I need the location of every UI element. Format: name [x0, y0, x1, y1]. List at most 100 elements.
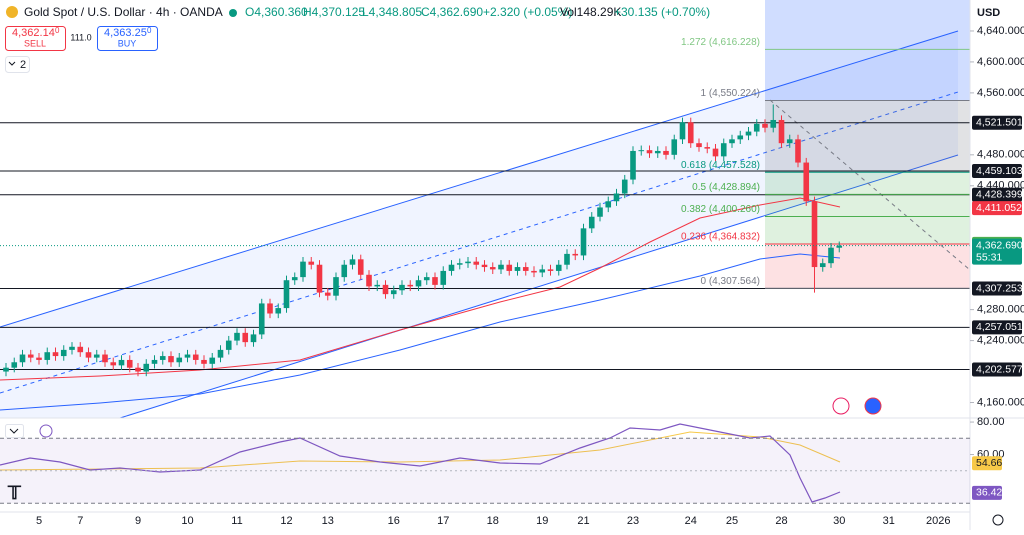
candle-body: [687, 122, 694, 144]
rsi-value-label: 54.66: [976, 457, 1002, 469]
indicator-icon[interactable]: [39, 424, 53, 438]
candle-body: [176, 357, 183, 363]
candle-body: [242, 332, 249, 343]
candle-body: [168, 356, 174, 363]
spread: 111.0: [70, 32, 91, 42]
candle-body: [52, 352, 59, 357]
candle-body: [580, 228, 587, 256]
settings-icon[interactable]: [992, 514, 1004, 526]
candle-body: [638, 150, 645, 152]
logo: 𝕋: [7, 483, 22, 503]
event-icon[interactable]: [832, 397, 850, 415]
candle-body: [498, 264, 504, 270]
channel-upper: [0, 30, 959, 328]
candle-body: [572, 253, 579, 256]
candle-body: [621, 179, 628, 194]
candle-body: [60, 349, 67, 357]
candle-body: [588, 216, 595, 229]
candle-body: [19, 354, 26, 363]
channel-lower: [119, 154, 959, 419]
buy-button[interactable]: [97, 26, 158, 51]
candle-body: [184, 354, 191, 358]
x-tick-label: 30: [833, 515, 845, 527]
candle-body: [201, 359, 207, 364]
ohlc-open: O4,360.360: [245, 5, 308, 19]
candle-body: [399, 284, 405, 291]
candle-body: [36, 357, 42, 360]
candle-body: [93, 354, 100, 358]
y-tick-label: 4,280.000: [977, 304, 1024, 316]
x-tick-label: 7: [77, 515, 83, 527]
candle-body: [795, 139, 801, 163]
level-label-bg: [972, 362, 1022, 377]
buy-price[interactable]: 4,363.25: [104, 27, 147, 39]
x-tick-label: 31: [883, 515, 895, 527]
candle-body: [762, 123, 768, 128]
candle-body: [308, 261, 315, 265]
candle-body: [729, 139, 735, 144]
x-tick-label: 5: [36, 515, 42, 527]
sell-price-sup[interactable]: 0: [55, 26, 60, 35]
candle-body: [382, 284, 389, 295]
candle-body: [69, 346, 75, 350]
candle-body: [118, 359, 125, 366]
sell-label[interactable]: SELL: [24, 38, 46, 48]
candle-body: [333, 277, 339, 296]
candle-body: [654, 150, 661, 154]
layers-count[interactable]: 2: [20, 59, 26, 71]
stop-zone: [765, 244, 970, 288]
buy-price-sup[interactable]: 0: [147, 26, 152, 35]
sell-price[interactable]: 4,362.14: [12, 27, 55, 39]
candle-body: [696, 143, 702, 148]
candle-body: [159, 356, 166, 360]
layers-toggle[interactable]: [5, 56, 30, 73]
x-tick-label: 23: [627, 515, 639, 527]
sell-button[interactable]: [5, 26, 66, 51]
candle-body: [646, 150, 653, 154]
x-tick-label: 13: [322, 515, 334, 527]
rsi-value-bg: [972, 485, 1002, 500]
candle-body: [778, 119, 785, 144]
candle-body: [539, 269, 546, 273]
fib-label: 0.382 (4,400.260): [681, 204, 760, 215]
candle-body: [836, 245, 843, 248]
candle-body: [110, 362, 117, 366]
level-label-bg: [972, 187, 1022, 202]
candle-body: [126, 359, 133, 368]
candle-body: [465, 261, 471, 264]
flag-icon[interactable]: [864, 397, 882, 415]
candle-body: [250, 334, 257, 343]
pane-collapse[interactable]: [5, 424, 24, 438]
candle-body: [737, 135, 744, 140]
candle-body: [531, 270, 537, 273]
candle-body: [275, 308, 282, 314]
y-tick-label: 4,240.000: [977, 334, 1024, 346]
x-tick-label: 28: [775, 515, 787, 527]
level-label: 4,521.501: [976, 116, 1023, 128]
candle-body: [366, 274, 372, 287]
candle-body: [456, 263, 463, 265]
fib-label: 0.5 (4,428.894): [692, 182, 760, 193]
candle-body: [597, 207, 603, 217]
market-status: [229, 9, 237, 17]
price-label-bg: [972, 201, 1022, 216]
candle-body: [811, 201, 818, 268]
ohlc-close: C4,362.690: [421, 5, 483, 19]
candle-body: [349, 259, 356, 265]
candle-body: [473, 261, 480, 265]
level-label-bg: [972, 163, 1022, 178]
channel-fill: [0, 31, 958, 418]
ohlc-high: H4,370.125: [303, 5, 365, 19]
y-tick-label: 4,560.000: [977, 87, 1024, 99]
candle-body: [283, 280, 290, 309]
buy-label[interactable]: BUY: [118, 38, 137, 48]
y-tick-label: 4,600.000: [977, 56, 1024, 68]
fib-label: 1 (4,550.224): [701, 88, 761, 99]
fib-label: 1.272 (4,616.228): [681, 37, 760, 48]
candle-body: [3, 367, 9, 372]
candle-body: [704, 147, 711, 149]
candle-body: [630, 150, 636, 180]
symbol-icon: [6, 6, 18, 18]
